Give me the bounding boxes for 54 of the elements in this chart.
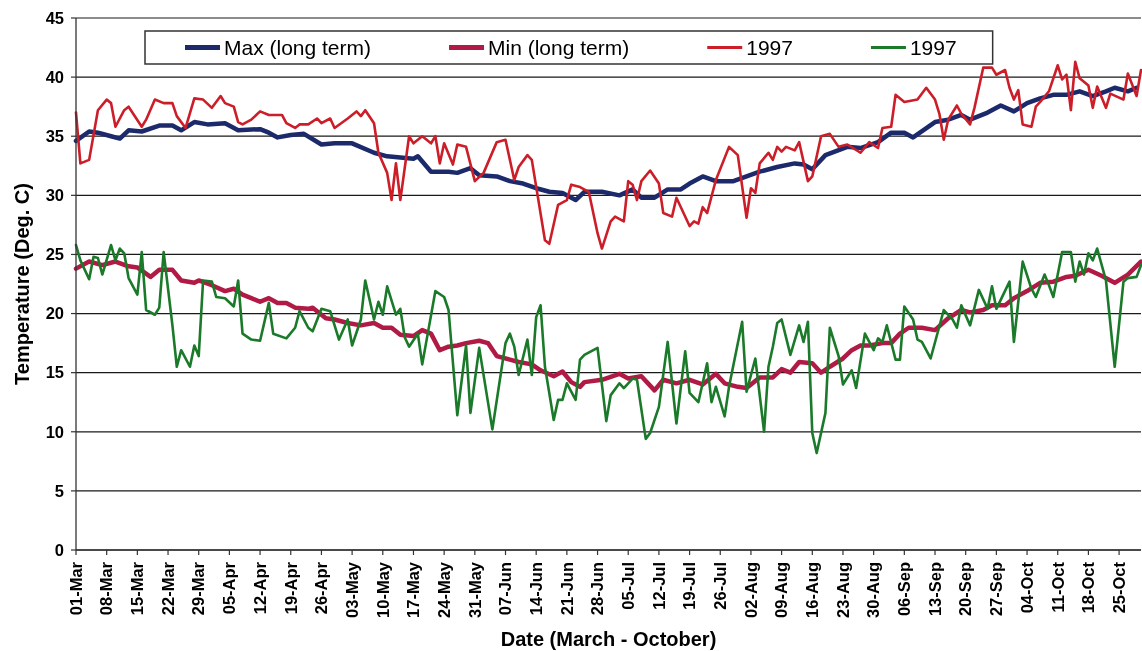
legend-label: 1997 (909, 35, 957, 59)
x-tick-label: 11-Oct (1048, 561, 1067, 613)
x-tick-label: 26-Jul (711, 562, 730, 610)
x-tick-label: 17-May (404, 561, 423, 618)
x-tick-label: 23-Aug (833, 562, 852, 618)
y-tick-label: 10 (45, 422, 64, 441)
x-tick-label: 27-Sep (987, 562, 1006, 617)
x-tick-label: 06-Sep (895, 562, 914, 617)
x-tick-label: 05-Apr (220, 561, 239, 615)
y-tick-label: 0 (54, 540, 64, 559)
y-tick-label: 30 (45, 186, 64, 205)
x-tick-label: 13-Sep (925, 562, 944, 617)
line-series (73, 85, 1139, 203)
x-tick-label: 02-Aug (741, 562, 760, 618)
legend-label: 1997 (746, 35, 793, 59)
x-tick-label: 19-Apr (281, 561, 300, 615)
x-tick-label: 25-Oct (1109, 561, 1128, 614)
y-tick-label: 35 (45, 127, 64, 145)
y-tick-label: 20 (45, 304, 64, 323)
x-tick-label: 15-Mar (128, 561, 147, 616)
y-tick-label: 5 (54, 481, 64, 500)
y-tick-label: 25 (45, 245, 64, 264)
legend-label: Max (long term) (224, 35, 372, 59)
x-tick-label: 12-Jul (649, 562, 668, 610)
x-tick-label: 22-Mar (158, 561, 177, 616)
x-tick-label: 20-Sep (956, 562, 975, 617)
x-tick-label: 24-May (434, 561, 453, 618)
x-tick-label: 05-Jul (619, 562, 637, 610)
legend-label: Min (long term) (488, 35, 630, 59)
x-tick-label: 21-Jun (557, 562, 576, 616)
x-tick-label: 29-Mar (189, 561, 208, 616)
x-tick-label: 19-Jul (680, 562, 699, 610)
x-tick-label: 01-Mar (66, 561, 85, 616)
x-tick-label: 18-Oct (1079, 561, 1098, 614)
x-axis-title: Date (March - October) (500, 628, 717, 650)
x-tick-label: 12-Apr (250, 561, 269, 615)
x-tick-label: 04-Oct (1017, 561, 1036, 614)
y-tick-label: 15 (45, 363, 64, 382)
x-tick-label: 14-Jun (526, 562, 545, 616)
x-tick-label: 30-Aug (864, 562, 883, 618)
line-series (74, 243, 1142, 455)
y-tick-label: 40 (45, 67, 64, 86)
x-tick-label: 26-Apr (312, 561, 331, 615)
x-tick-label: 07-Jun (496, 562, 515, 616)
x-tick-label: 09-Aug (772, 562, 791, 618)
x-tick-label: 28-Jun (588, 562, 607, 616)
x-tick-label: 10-May (373, 561, 392, 618)
x-tick-label: 31-May (465, 561, 484, 618)
x-tick-label: 03-May (342, 561, 361, 618)
x-tick-label: 08-Mar (97, 561, 116, 616)
x-tick-label: 16-Aug (803, 562, 822, 618)
y-axis-title: Temperature (Deg. C) (11, 183, 33, 385)
line-series (74, 60, 1142, 250)
y-tick-label: 45 (45, 8, 64, 27)
